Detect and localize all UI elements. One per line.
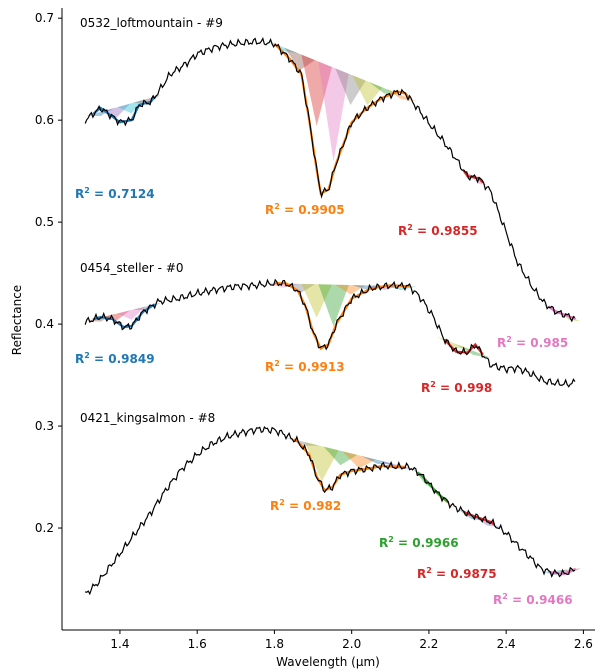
spectrum-line — [85, 426, 576, 596]
absorption-band — [318, 284, 349, 327]
y-axis-label: Reflectance — [10, 285, 24, 355]
r2-label: R2 = 0.985 — [497, 335, 568, 350]
absorption-band — [335, 284, 366, 295]
fit-curve — [462, 169, 484, 184]
spectrum-line — [84, 278, 576, 388]
x-tick-label: 2.2 — [419, 637, 438, 651]
absorption-band — [301, 54, 332, 127]
spectrum-name-label: 0532_loftmountain - #9 — [80, 16, 223, 30]
r2-label: R2 = 0.9966 — [379, 535, 459, 550]
r2-label: R2 = 0.9905 — [265, 202, 345, 217]
absorption-band — [369, 81, 400, 95]
r2-label: R2 = 0.982 — [270, 498, 341, 513]
absorption-band — [360, 455, 395, 465]
y-tick-label: 0.5 — [35, 215, 54, 229]
absorption-band — [342, 451, 376, 469]
r2-label: R2 = 0.9875 — [417, 566, 497, 581]
r2-label: R2 = 0.7124 — [75, 186, 155, 201]
absorption-band — [286, 437, 320, 446]
r2-label: R2 = 0.9849 — [75, 351, 155, 366]
spectrum-name-label: 0454_steller - #0 — [80, 261, 184, 275]
spectrum-line — [84, 37, 576, 323]
x-axis-label: Wavelength (µm) — [276, 655, 380, 669]
spectrum-labels: 0532_loftmountain - #9 0454_steller - #0 0… — [80, 16, 223, 425]
y-tick-label: 0.2 — [35, 521, 54, 535]
x-tick-label: 2.6 — [574, 637, 593, 651]
absorption-band — [318, 61, 349, 162]
absorption-band — [117, 306, 146, 320]
absorption-band — [335, 68, 366, 106]
y-tick-label: 0.3 — [35, 419, 54, 433]
x-ticks: 1.4 1.6 1.8 2.0 2.2 2.4 2.6 — [110, 630, 593, 651]
absorption-band — [323, 446, 358, 466]
absorption-band — [117, 99, 146, 114]
r2-label: R2 = 0.9855 — [398, 223, 478, 238]
absorption-band — [304, 442, 339, 482]
r2-label: R2 = 0.998 — [421, 380, 492, 395]
absorption-band-fills — [86, 40, 582, 575]
spectrum-lines — [84, 37, 576, 596]
r2-label: R2 = 0.9913 — [265, 359, 345, 374]
x-tick-label: 2.4 — [497, 637, 516, 651]
y-ticks: 0.2 0.3 0.4 0.5 0.6 0.7 — [35, 11, 62, 535]
x-tick-label: 1.4 — [110, 637, 129, 651]
r2-label: R2 = 0.9466 — [493, 592, 573, 607]
y-tick-label: 0.4 — [35, 317, 54, 331]
x-tick-label: 1.6 — [188, 637, 207, 651]
absorption-band — [352, 75, 383, 106]
absorption-band — [267, 40, 299, 54]
axes: 1.4 1.6 1.8 2.0 2.2 2.4 2.6 0.2 0.3 0.4 0.5 0.6 0.7… — [10, 8, 595, 669]
y-tick-label: 0.7 — [35, 11, 54, 25]
absorption-band — [284, 47, 315, 71]
r2-labels: R2 = 0.7124 R2 = 0.9905 R2 = 0.9855 R2 = 0.… — [75, 186, 573, 607]
absorption-band — [301, 283, 332, 318]
absorption-band — [352, 285, 383, 290]
x-tick-label: 2.0 — [342, 637, 361, 651]
fit-curve — [92, 303, 156, 329]
fit-curve — [273, 42, 411, 196]
x-tick-label: 1.8 — [265, 637, 284, 651]
spectrum-name-label: 0421_kingsalmon - #8 — [80, 411, 215, 425]
y-tick-label: 0.6 — [35, 113, 54, 127]
